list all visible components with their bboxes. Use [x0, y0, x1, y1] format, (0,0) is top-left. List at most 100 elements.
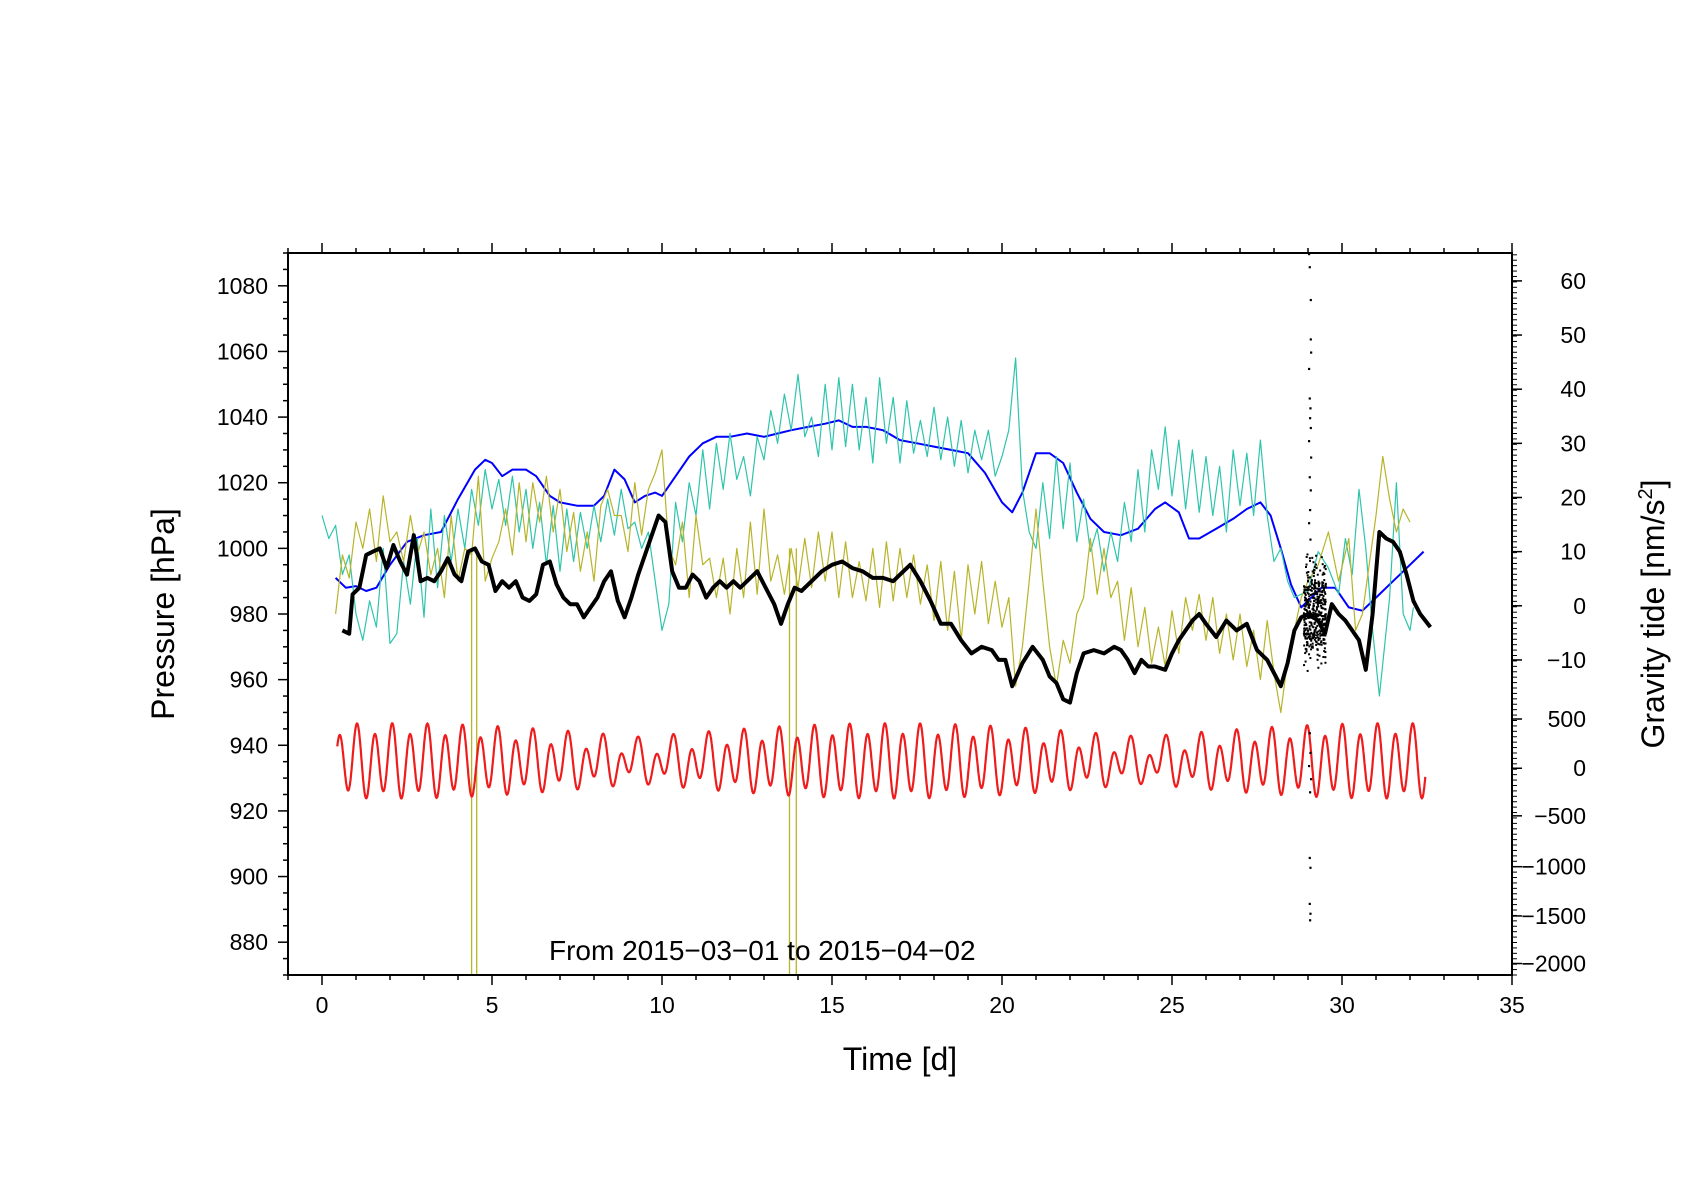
- series-olive-line: [335, 449, 1411, 714]
- scatter-point: [1324, 603, 1327, 606]
- scatter-point: [1313, 572, 1316, 575]
- scatter-point: [1310, 648, 1313, 651]
- scatter-point: [1307, 598, 1310, 601]
- y-tick-label-left: 1060: [217, 338, 268, 364]
- scatter-point: [1321, 573, 1324, 576]
- scatter-point: [1314, 579, 1317, 582]
- scatter-point: [1313, 581, 1316, 584]
- scatter-point: [1312, 611, 1315, 614]
- scatter-point: [1306, 553, 1309, 556]
- scatter-point: [1304, 593, 1307, 596]
- scatter-point: [1307, 632, 1310, 635]
- scatter-point: [1315, 634, 1318, 637]
- scatter-point: [1324, 608, 1327, 611]
- scatter-point: [1317, 620, 1320, 623]
- scatter-point: [1316, 613, 1319, 616]
- scatter-point: [1306, 603, 1309, 606]
- scatter-point: [1305, 617, 1308, 620]
- scatter-point: [1311, 596, 1314, 599]
- scatter-point: [1302, 632, 1305, 635]
- scatter-point: [1317, 585, 1320, 588]
- scatter-point: [1324, 568, 1327, 571]
- scatter-point: [1304, 608, 1307, 611]
- scatter-point: [1316, 658, 1319, 661]
- scatter-point: [1308, 576, 1311, 579]
- scatter-point: [1315, 631, 1318, 634]
- scatter-point: [1308, 610, 1311, 613]
- scatter-point: [1307, 570, 1310, 573]
- y-tick-label-right: 20: [1560, 484, 1586, 510]
- scatter-point: [1324, 651, 1327, 654]
- scatter-point: [1305, 563, 1308, 566]
- scatter-point: [1316, 619, 1319, 622]
- scatter-outlier: [1309, 417, 1312, 420]
- scatter-point: [1306, 591, 1309, 594]
- x-axis-title: Time [d]: [843, 1041, 957, 1077]
- scatter-point: [1324, 634, 1327, 637]
- scatter-point: [1306, 641, 1309, 644]
- scatter-point: [1303, 644, 1306, 647]
- scatter-point: [1320, 556, 1323, 559]
- scatter-point: [1310, 616, 1313, 619]
- scatter-point: [1324, 582, 1327, 585]
- scatter-point: [1319, 634, 1322, 637]
- scatter-point: [1314, 628, 1317, 631]
- scatter-point: [1306, 616, 1309, 619]
- scatter-point: [1315, 643, 1318, 646]
- scatter-point: [1322, 581, 1325, 584]
- scatter-point: [1312, 617, 1315, 620]
- scatter-point: [1313, 638, 1316, 641]
- scatter-point: [1310, 638, 1313, 641]
- scatter-point: [1313, 635, 1316, 638]
- x-tick-label: 0: [316, 992, 329, 1018]
- y-tick-label-right: −2000: [1521, 951, 1586, 977]
- scatter-point: [1320, 601, 1323, 604]
- scatter-point: [1304, 652, 1307, 655]
- scatter-point: [1322, 587, 1325, 590]
- y-axis-title-right-suffix: ]: [1635, 480, 1671, 489]
- scatter-outlier: [1308, 476, 1311, 479]
- scatter-point: [1311, 608, 1314, 611]
- scatter-point: [1308, 557, 1311, 560]
- scatter-point: [1324, 626, 1327, 629]
- scatter-point: [1309, 638, 1312, 641]
- scatter-point: [1304, 617, 1307, 620]
- scatter-outlier: [1308, 266, 1311, 269]
- scatter-point: [1316, 615, 1319, 618]
- scatter-outlier: [1309, 298, 1312, 302]
- scatter-point: [1306, 633, 1309, 636]
- series-teal-line: [321, 357, 1414, 697]
- scatter-point: [1321, 590, 1324, 593]
- x-tick-label: 30: [1329, 992, 1355, 1018]
- y-tick-label-right: −1500: [1521, 903, 1586, 929]
- scatter-point: [1319, 569, 1322, 572]
- scatter-point: [1317, 637, 1320, 640]
- scatter-point: [1302, 591, 1305, 594]
- scatter-point: [1309, 585, 1312, 588]
- scatter-point: [1323, 566, 1326, 569]
- y-tick-label-left: 900: [230, 864, 268, 890]
- scatter-point: [1308, 595, 1311, 598]
- scatter-outlier: [1308, 253, 1311, 256]
- scatter-point: [1320, 634, 1323, 637]
- scatter-outlier: [1309, 538, 1312, 541]
- y-tick-label-left: 1080: [217, 273, 268, 299]
- scatter-point: [1321, 597, 1324, 600]
- y-tick-label-right: 10: [1560, 539, 1586, 565]
- scatter-point: [1307, 588, 1310, 591]
- scatter-point: [1313, 616, 1316, 619]
- scatter-point: [1318, 619, 1321, 622]
- scatter-outlier: [1308, 856, 1311, 860]
- scatter-point: [1309, 643, 1312, 646]
- y-tick-label-right: 500: [1548, 706, 1586, 732]
- scatter-point: [1307, 606, 1310, 609]
- series-layer: [321, 253, 1432, 975]
- scatter-outlier: [1310, 456, 1313, 459]
- scatter-point: [1315, 615, 1318, 618]
- scatter-point: [1315, 592, 1318, 595]
- y-tick-label-right: 0: [1573, 755, 1586, 781]
- scatter-outlier: [1309, 751, 1312, 755]
- scatter-point: [1308, 621, 1311, 624]
- scatter-point: [1315, 567, 1318, 570]
- scatter-point: [1306, 629, 1309, 632]
